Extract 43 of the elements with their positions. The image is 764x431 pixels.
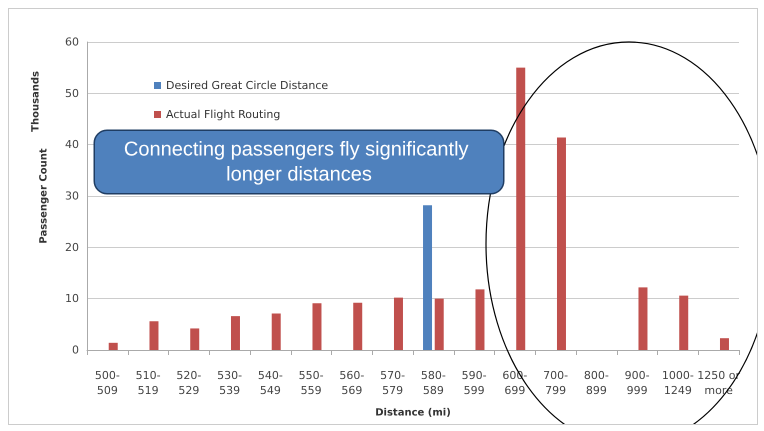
x-tick-label: 500- 509 xyxy=(94,369,120,397)
x-tick-label: 1000- 1249 xyxy=(662,369,694,397)
x-tick-label: 570- 579 xyxy=(380,369,406,397)
bar xyxy=(475,289,484,350)
bar xyxy=(434,298,444,350)
y-axis-title: Passenger Count xyxy=(38,148,50,244)
x-axis-title: Distance (mi) xyxy=(375,408,451,418)
x-tick-label: 550- 559 xyxy=(298,369,324,397)
x-tick-label: 800- 899 xyxy=(584,369,609,397)
bar xyxy=(516,68,526,350)
x-tick-label: 530- 539 xyxy=(217,369,242,397)
bar xyxy=(190,328,200,350)
y-tick-label: 50 xyxy=(65,86,79,100)
bar xyxy=(423,205,432,350)
bar xyxy=(556,137,566,350)
x-tick-label: 540- 549 xyxy=(258,369,283,397)
bar xyxy=(108,342,118,350)
x-tick-label: 900- 999 xyxy=(624,369,650,397)
x-tick-label: 580- 589 xyxy=(420,369,446,397)
x-tick-label: 560- 569 xyxy=(339,369,364,397)
bar xyxy=(230,316,240,350)
legend-label: Actual Flight Routing xyxy=(166,108,280,121)
x-tick-label: 700- 799 xyxy=(543,369,568,397)
bar xyxy=(353,302,362,350)
bar xyxy=(272,314,281,350)
text: Thousands xyxy=(30,70,42,132)
bar xyxy=(679,296,688,350)
x-tick-label: 520- 529 xyxy=(176,369,202,397)
y-tick-label: 60 xyxy=(65,36,79,48)
x-tick-label: 510- 519 xyxy=(136,369,161,397)
bar xyxy=(638,287,648,350)
legend-label: Desired Great Circle Distance xyxy=(166,79,328,92)
y-tick-label: 0 xyxy=(72,344,79,356)
bar xyxy=(312,303,322,350)
annotation: Connecting passengers fly significantly longer distances xyxy=(124,138,474,186)
y-tick-label: 20 xyxy=(65,240,79,254)
bar xyxy=(394,298,403,350)
bar xyxy=(720,338,729,350)
x-tick-label: 590- 599 xyxy=(462,369,487,397)
y-tick-label: 40 xyxy=(65,138,79,152)
y-tick-label: 30 xyxy=(65,190,79,202)
y-tick-label: 10 xyxy=(65,292,79,306)
bar xyxy=(149,321,158,350)
